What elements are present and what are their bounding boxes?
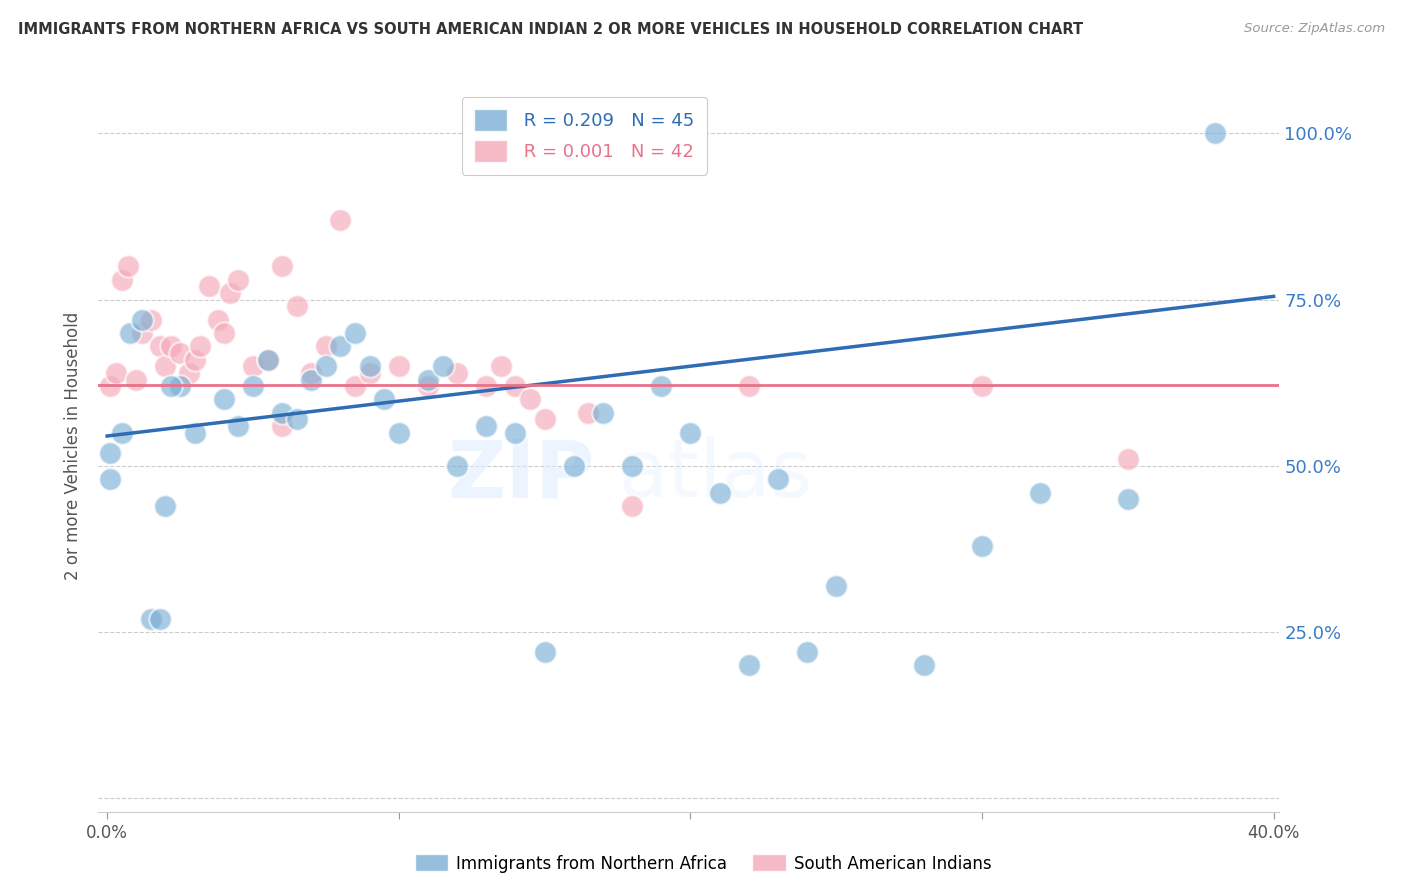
Point [446,366,468,380]
Point [576,406,599,420]
Point [139,312,162,326]
Point [1204,127,1226,141]
Point [679,425,702,440]
Point [169,346,191,360]
Point [738,658,761,673]
Legend:  R = 0.209   N = 45,  R = 0.001   N = 42: R = 0.209 N = 45, R = 0.001 N = 42 [461,96,707,175]
Point [315,359,337,374]
Point [111,425,134,440]
Point [738,379,761,393]
Point [562,458,585,473]
Point [218,286,240,301]
Point [359,359,381,374]
Point [533,412,555,426]
Point [592,406,614,420]
Point [475,419,498,434]
Point [475,379,498,393]
Point [117,260,139,274]
Point [359,366,381,380]
Point [160,339,183,353]
Point [155,359,177,374]
Point [416,379,439,393]
Point [505,425,527,440]
Point [388,425,411,440]
Point [198,279,221,293]
Point [125,372,148,386]
Point [111,273,134,287]
Point [177,366,200,380]
Point [120,326,142,340]
Text: ZIP: ZIP [447,436,595,515]
Point [299,366,322,380]
Point [1116,492,1139,507]
Point [228,273,250,287]
Point [149,612,172,626]
Legend: Immigrants from Northern Africa, South American Indians: Immigrants from Northern Africa, South A… [408,847,998,880]
Point [329,339,352,353]
Point [155,499,177,513]
Point [98,379,121,393]
Point [1116,452,1139,467]
Point [242,359,264,374]
Text: Source: ZipAtlas.com: Source: ZipAtlas.com [1244,22,1385,36]
Point [315,339,337,353]
Point [505,379,527,393]
Point [621,458,644,473]
Point [796,645,818,659]
Point [160,379,183,393]
Point [183,352,205,367]
Point [519,392,541,407]
Point [207,312,229,326]
Point [183,425,205,440]
Point [212,326,235,340]
Point [344,379,367,393]
Point [1029,485,1052,500]
Point [131,312,153,326]
Point [344,326,367,340]
Point [271,406,294,420]
Text: IMMIGRANTS FROM NORTHERN AFRICA VS SOUTH AMERICAN INDIAN 2 OR MORE VEHICLES IN H: IMMIGRANTS FROM NORTHERN AFRICA VS SOUTH… [18,22,1084,37]
Point [432,359,454,374]
Point [149,339,172,353]
Point [912,658,935,673]
Point [299,372,322,386]
Point [271,260,294,274]
Point [98,445,121,459]
Point [285,299,308,313]
Point [489,359,512,374]
Point [131,326,153,340]
Point [104,366,127,380]
Point [446,458,468,473]
Point [388,359,411,374]
Point [621,499,644,513]
Point [212,392,235,407]
Point [650,379,672,393]
Point [533,645,555,659]
Point [825,579,848,593]
Point [256,352,278,367]
Point [242,379,264,393]
Point [169,379,191,393]
Point [271,419,294,434]
Point [970,379,993,393]
Point [228,419,250,434]
Point [256,352,278,367]
Point [416,372,439,386]
Point [98,472,121,486]
Y-axis label: 2 or more Vehicles in Household: 2 or more Vehicles in Household [65,312,83,580]
Text: atlas: atlas [619,436,813,515]
Point [709,485,731,500]
Point [329,213,352,227]
Point [139,612,162,626]
Point [373,392,395,407]
Point [285,412,308,426]
Point [766,472,789,486]
Point [970,539,993,553]
Point [190,339,212,353]
